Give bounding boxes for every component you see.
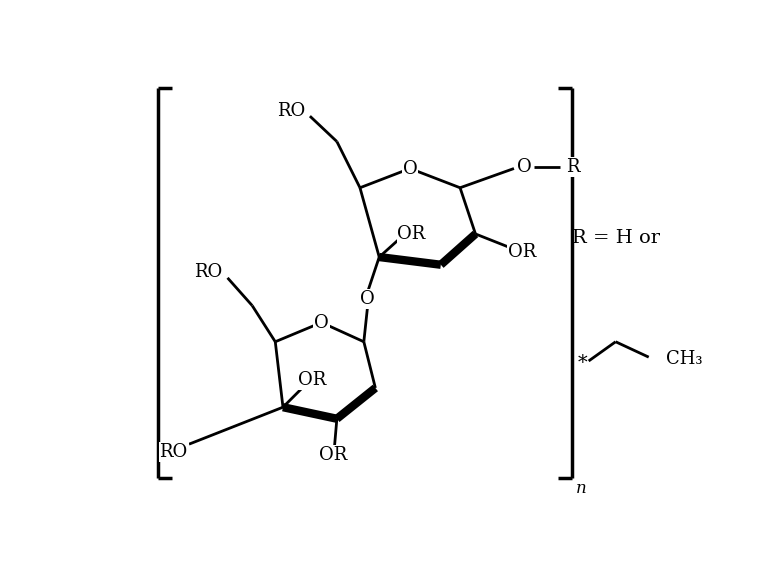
Text: O: O xyxy=(314,314,329,332)
Text: O: O xyxy=(360,290,375,308)
Text: n: n xyxy=(576,481,586,498)
Text: R = H or: R = H or xyxy=(571,229,660,247)
Text: RO: RO xyxy=(194,263,223,282)
Text: RO: RO xyxy=(276,102,305,120)
Text: R: R xyxy=(567,158,580,176)
Text: OR: OR xyxy=(319,446,347,464)
Text: RO: RO xyxy=(159,443,188,461)
Text: O: O xyxy=(403,160,417,177)
Text: OR: OR xyxy=(507,243,536,260)
Text: OR: OR xyxy=(298,371,326,389)
Text: O: O xyxy=(517,158,532,176)
Text: *: * xyxy=(578,355,588,372)
Text: CH₃: CH₃ xyxy=(665,349,702,368)
Text: OR: OR xyxy=(397,225,426,243)
